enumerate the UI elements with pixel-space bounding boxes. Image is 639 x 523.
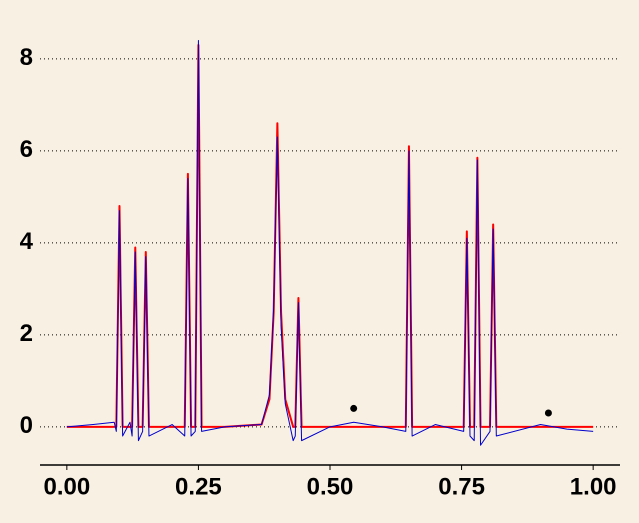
x-tick-label: 0.00 <box>43 473 90 500</box>
y-tick-label: 2 <box>20 320 33 347</box>
y-tick-label: 4 <box>20 228 34 255</box>
y-tick-label: 0 <box>20 412 33 439</box>
series-line <box>66 39 594 446</box>
x-tick-label: 0.50 <box>307 473 354 500</box>
marker <box>544 409 552 417</box>
y-tick-label: 8 <box>20 44 33 71</box>
marker <box>350 404 358 412</box>
x-tick-label: 1.00 <box>570 473 617 500</box>
x-tick-label: 0.25 <box>175 473 222 500</box>
x-tick-label: 0.75 <box>438 473 485 500</box>
series-line <box>66 44 594 428</box>
y-tick-label: 6 <box>20 136 33 163</box>
